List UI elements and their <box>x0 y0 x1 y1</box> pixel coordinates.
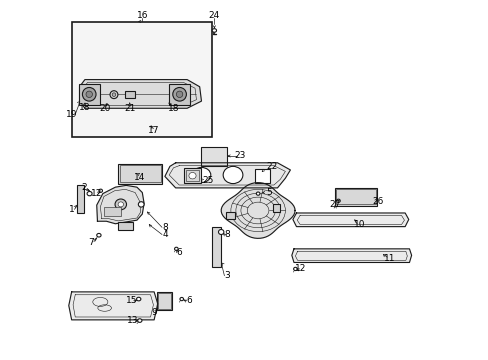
Ellipse shape <box>115 199 126 210</box>
Polygon shape <box>164 163 290 188</box>
Text: 7: 7 <box>88 238 94 247</box>
Bar <box>185 170 199 181</box>
Ellipse shape <box>136 297 141 301</box>
Ellipse shape <box>218 229 224 234</box>
Ellipse shape <box>82 87 96 101</box>
Text: 12: 12 <box>295 265 306 274</box>
Ellipse shape <box>97 233 101 237</box>
Text: 24: 24 <box>208 10 220 19</box>
Bar <box>158 293 170 309</box>
Ellipse shape <box>192 167 210 183</box>
Text: 23: 23 <box>234 152 245 161</box>
Text: 21: 21 <box>124 104 136 113</box>
Bar <box>72 22 211 137</box>
Text: 6: 6 <box>176 248 182 257</box>
Text: 11: 11 <box>384 254 395 263</box>
Bar <box>104 207 121 216</box>
Text: 4: 4 <box>162 230 167 239</box>
Text: 27: 27 <box>328 200 340 209</box>
Text: 15: 15 <box>125 296 137 305</box>
Ellipse shape <box>174 247 178 251</box>
Bar <box>169 84 190 105</box>
Bar <box>201 147 226 166</box>
Bar <box>118 222 132 230</box>
Polygon shape <box>291 249 411 262</box>
Text: 2: 2 <box>81 183 86 192</box>
Text: 10: 10 <box>353 220 365 229</box>
Ellipse shape <box>256 192 260 195</box>
Ellipse shape <box>172 87 186 101</box>
Bar <box>125 91 135 98</box>
Bar <box>184 168 201 183</box>
Polygon shape <box>221 183 294 238</box>
Ellipse shape <box>112 93 116 96</box>
Polygon shape <box>69 292 158 320</box>
Text: 8: 8 <box>162 223 167 232</box>
Ellipse shape <box>176 91 183 98</box>
Ellipse shape <box>110 91 118 99</box>
Ellipse shape <box>293 267 297 271</box>
Ellipse shape <box>223 166 243 184</box>
Ellipse shape <box>138 202 144 207</box>
Text: 16: 16 <box>136 10 148 19</box>
Text: 13: 13 <box>126 316 138 325</box>
Text: 9: 9 <box>151 308 157 317</box>
Text: 6: 6 <box>185 296 191 305</box>
Bar <box>120 165 160 182</box>
Bar <box>211 226 221 267</box>
Ellipse shape <box>212 29 216 32</box>
Text: 1: 1 <box>69 205 74 214</box>
Text: 22: 22 <box>265 162 277 171</box>
Text: 8: 8 <box>224 230 230 239</box>
Polygon shape <box>80 80 201 108</box>
Bar <box>273 204 280 212</box>
Ellipse shape <box>336 199 340 202</box>
Text: 26: 26 <box>371 197 383 206</box>
Ellipse shape <box>188 172 196 179</box>
Polygon shape <box>292 213 408 226</box>
Text: 12: 12 <box>91 189 102 198</box>
Ellipse shape <box>99 189 102 192</box>
Text: 25: 25 <box>202 176 213 185</box>
Text: 18: 18 <box>167 104 179 113</box>
Text: 20: 20 <box>100 104 111 113</box>
Bar <box>79 84 100 105</box>
Bar <box>336 189 375 204</box>
Bar <box>118 164 162 184</box>
Bar <box>156 292 171 310</box>
Text: 5: 5 <box>265 188 271 197</box>
Bar <box>255 168 269 183</box>
Ellipse shape <box>180 297 183 301</box>
Ellipse shape <box>137 319 142 322</box>
Text: 19: 19 <box>66 110 77 119</box>
Text: 18: 18 <box>79 103 90 112</box>
Text: 14: 14 <box>134 173 145 182</box>
Bar <box>334 188 376 206</box>
Bar <box>77 185 84 213</box>
Ellipse shape <box>118 202 123 207</box>
Bar <box>225 212 234 220</box>
Ellipse shape <box>87 192 92 196</box>
Text: 17: 17 <box>147 126 159 135</box>
Ellipse shape <box>86 91 92 98</box>
Polygon shape <box>97 185 144 224</box>
Text: 3: 3 <box>224 271 230 280</box>
